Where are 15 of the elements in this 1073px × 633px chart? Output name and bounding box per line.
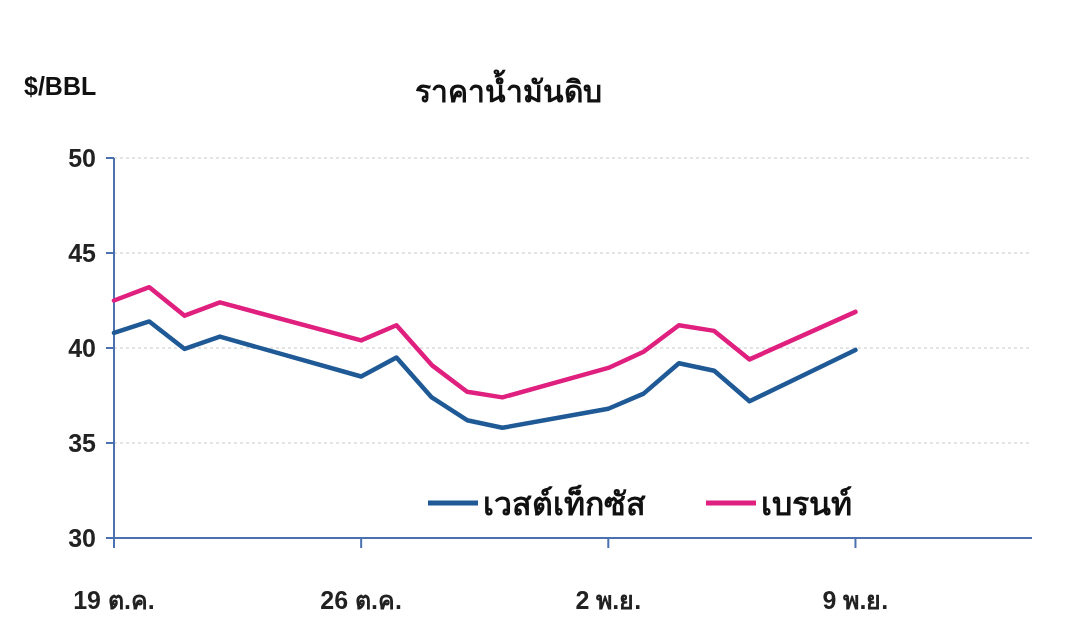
legend-label: เวสต์เท็กซัส (483, 484, 646, 522)
x-tick-label: 19 ต.ค. (73, 586, 155, 614)
line-series (111, 284, 858, 400)
y-tick-label: 30 (68, 524, 96, 552)
x-tick-label: 9 พ.ย. (822, 586, 889, 614)
chart-title: ราคาน้ำมันดิบ (414, 69, 602, 108)
y-tick-label: 40 (68, 334, 96, 362)
line-series (111, 319, 858, 431)
x-tick-label: 26 ต.ค. (320, 586, 402, 614)
y-axis-title: $/BBL (24, 72, 97, 100)
y-tick-label: 50 (68, 144, 96, 172)
y-tick-label: 35 (68, 429, 97, 457)
legend-label: เบรนท์ (761, 486, 852, 522)
y-tick-label: 45 (68, 239, 97, 267)
x-tick-label: 2 พ.ย. (575, 586, 642, 614)
